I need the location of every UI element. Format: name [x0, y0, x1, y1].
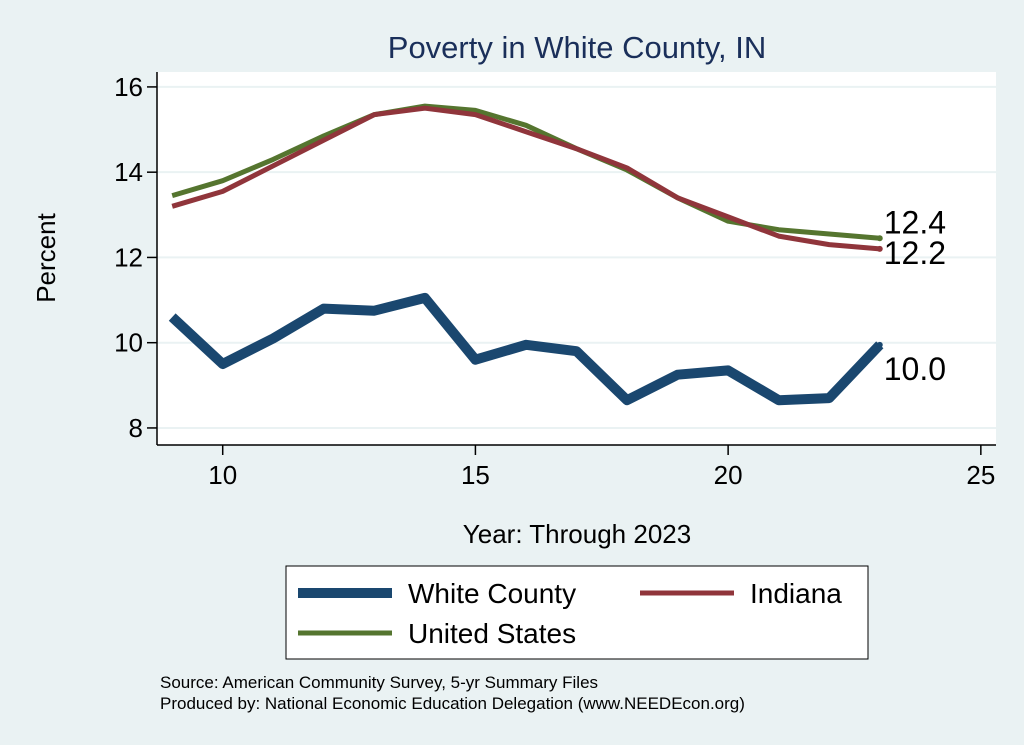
- legend-box: [285, 565, 869, 660]
- axes: 8 10 12 14 16 10 15 20 25: [114, 72, 996, 490]
- series-line-indiana: [171, 105, 881, 252]
- y-tick-label-2: 12: [114, 242, 143, 272]
- source-note: Source: American Community Survey, 5-yr …: [160, 673, 598, 692]
- x-tick-label-2: 20: [714, 460, 743, 490]
- x-tick-label-3: 25: [966, 460, 995, 490]
- series-layer: [168, 103, 884, 406]
- y-axis-label: Percent: [31, 212, 61, 302]
- end-label-indiana: 12.2: [884, 235, 946, 271]
- x-axis-label: Year: Through 2023: [463, 519, 691, 549]
- x-tick-label-0: 10: [208, 460, 237, 490]
- legend: White County Indiana United States: [285, 565, 869, 660]
- series-end-point-white-county: [876, 341, 883, 348]
- gridlines: [157, 85, 996, 429]
- series-line-white-county: [168, 292, 884, 406]
- chart-title: Poverty in White County, IN: [388, 30, 766, 65]
- legend-label-white-county: White County: [408, 578, 576, 609]
- end-labels: 10.0 12.212.4: [884, 204, 946, 387]
- series-line-united-states: [171, 103, 881, 241]
- plot-background: [157, 72, 996, 445]
- legend-label-united-states: United States: [408, 618, 576, 649]
- x-tick-label-1: 15: [461, 460, 490, 490]
- y-tick-label-3: 14: [114, 157, 143, 187]
- series-end-point-united-states: [876, 235, 883, 242]
- end-label-united-states: 12.4: [884, 204, 946, 240]
- y-tick-label-0: 8: [129, 413, 143, 443]
- end-label-white-county: 10.0: [884, 351, 946, 387]
- y-tick-label-1: 10: [114, 328, 143, 358]
- y-tick-label-4: 16: [114, 72, 143, 102]
- produced-by-note: Produced by: National Economic Education…: [160, 694, 745, 713]
- series-end-point-indiana: [876, 245, 883, 252]
- legend-label-indiana: Indiana: [750, 578, 842, 609]
